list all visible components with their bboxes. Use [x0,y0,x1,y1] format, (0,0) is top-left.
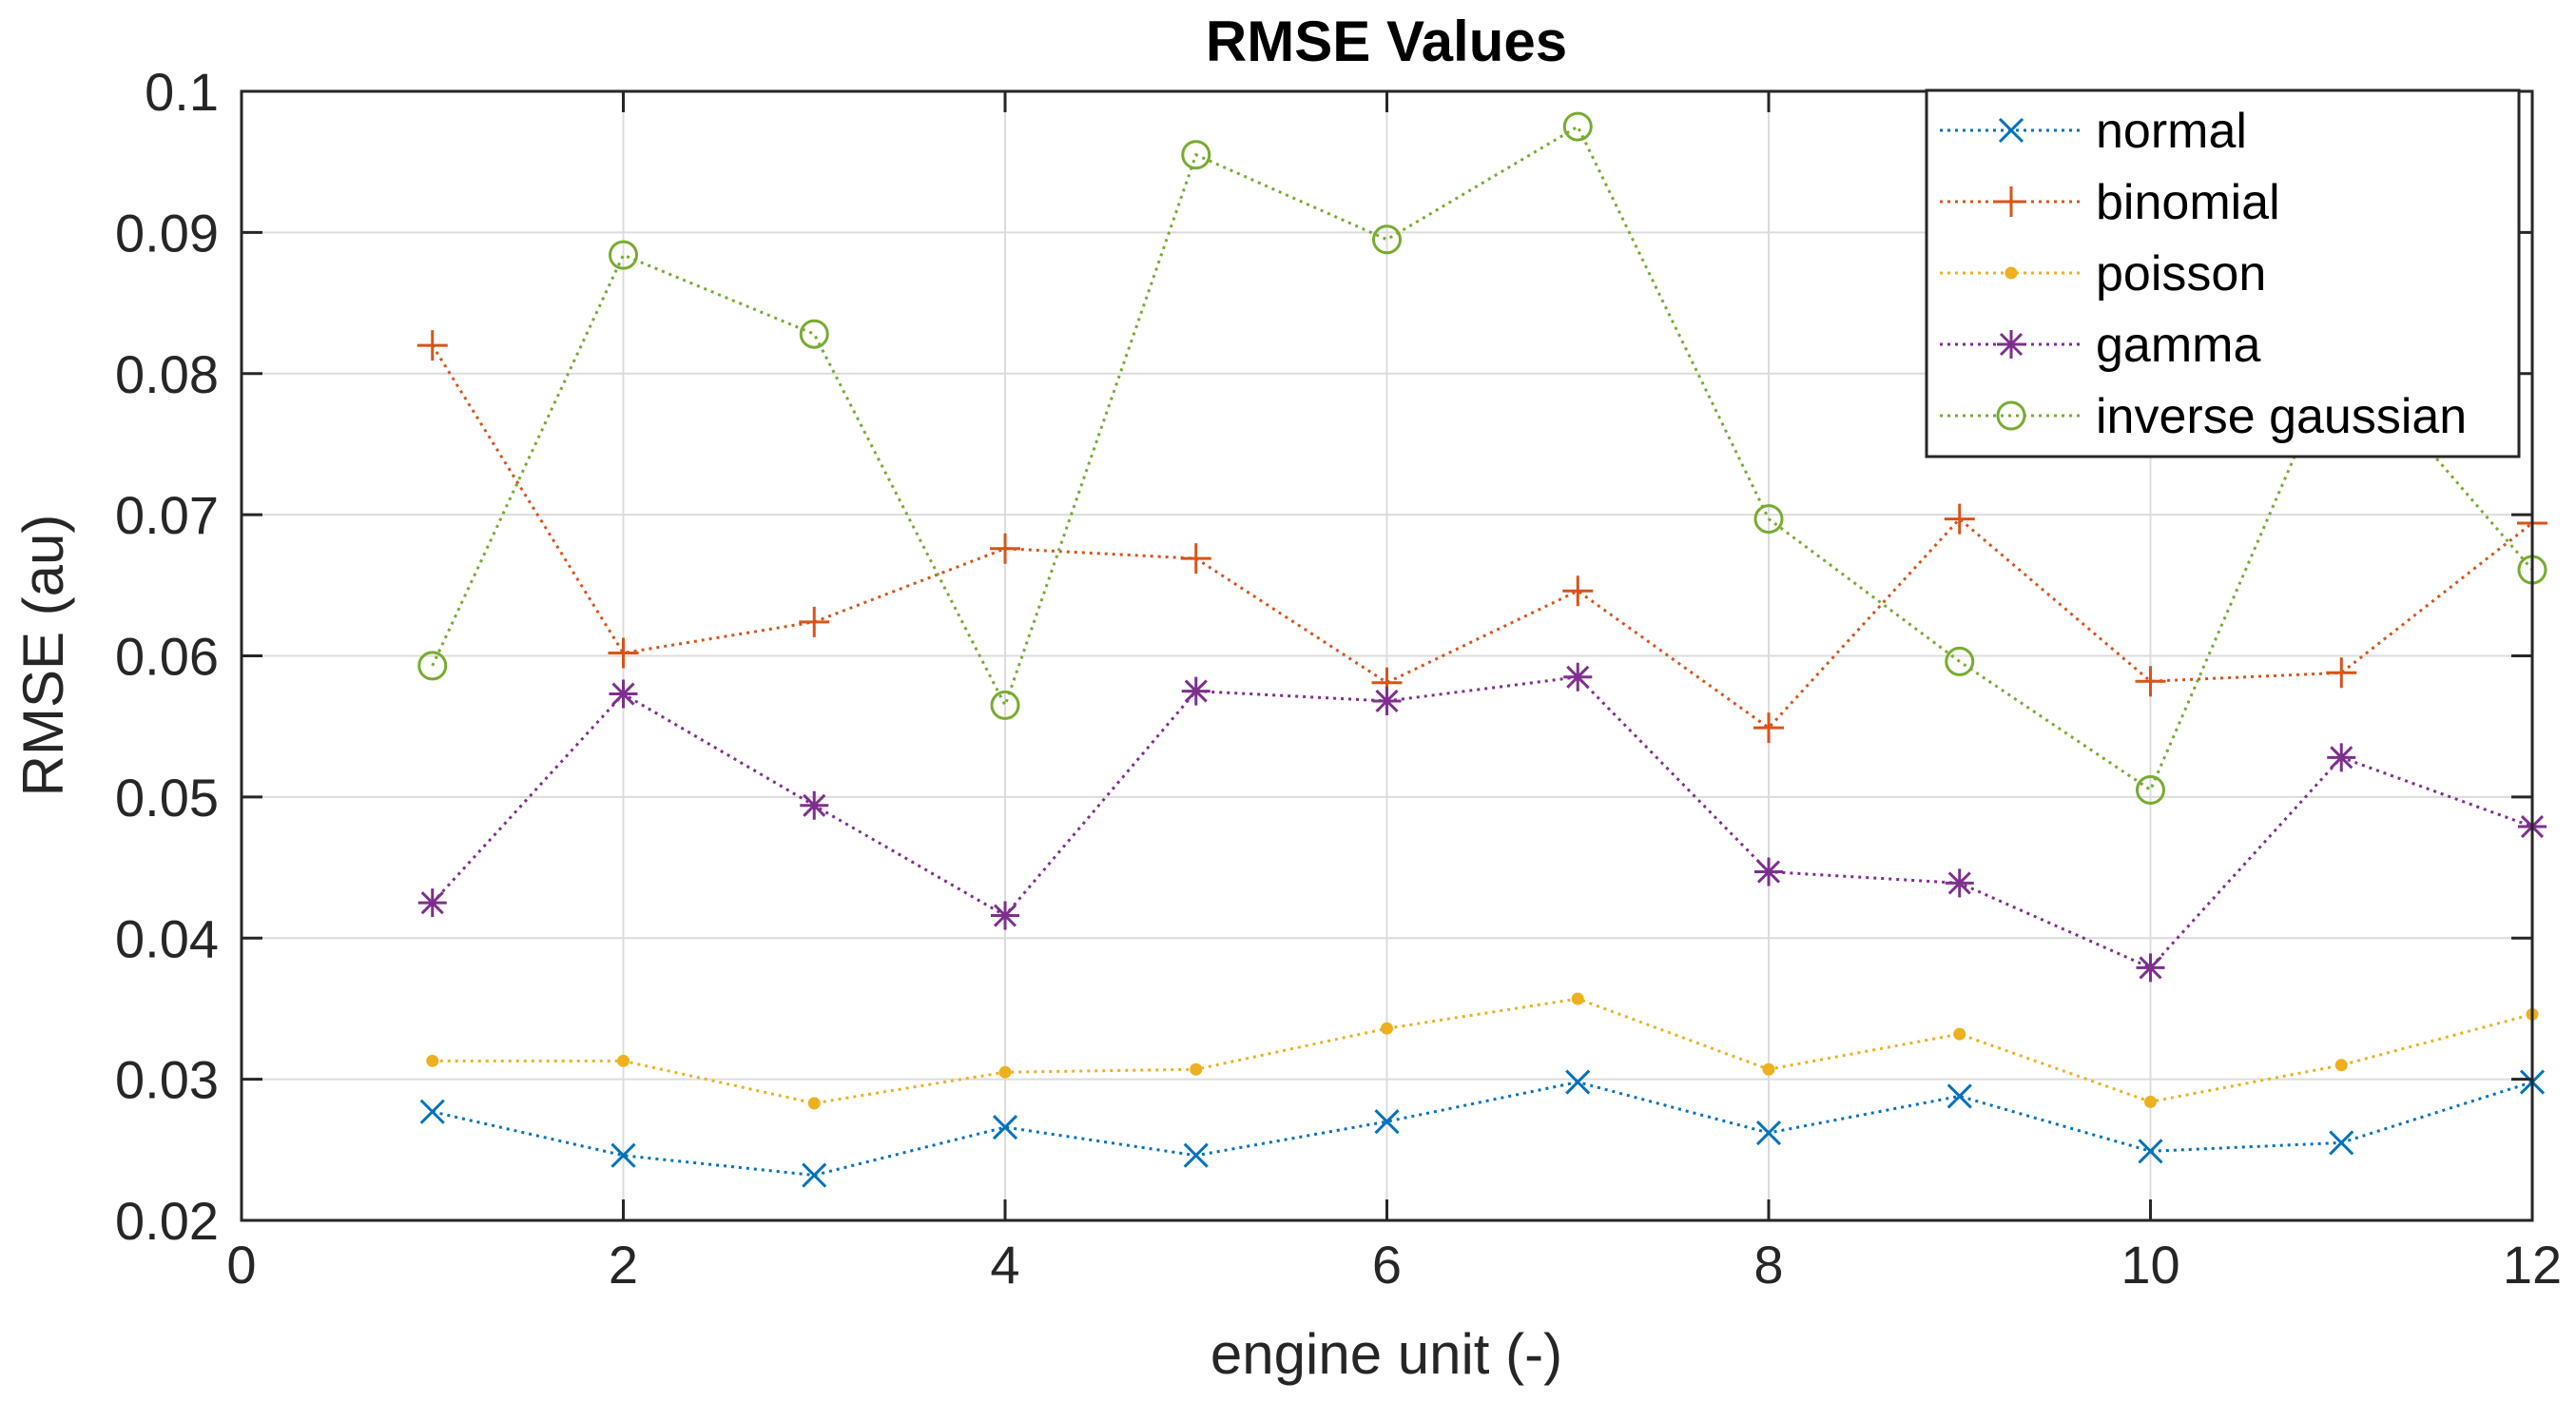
data-point-normal [419,1099,445,1124]
data-point-inverse-gaussian [2136,774,2165,805]
x-tick-label: 4 [990,1235,1019,1295]
data-point-normal [1755,1120,1782,1146]
data-point-poisson [1381,1022,1393,1035]
series-line-poisson [432,997,2533,1105]
data-point-gamma [609,679,638,709]
legend-item-poisson: poisson [1940,246,2266,302]
data-point-normal [610,1142,636,1168]
series-line-normal [432,1081,2533,1178]
data-point-poisson [617,1054,629,1067]
data-point-inverse-gaussian [609,240,638,270]
series-gamma [417,662,2547,983]
legend-label: normal [2096,104,2247,159]
x-tick-label: 10 [2121,1235,2179,1295]
legend-marker-inverse-gaussian [1996,400,2026,431]
data-point-gamma [417,888,447,918]
data-point-normal [1947,1083,1972,1109]
data-point-binomial [416,330,448,361]
chart-title: RMSE Values [1206,10,1567,73]
tick-layer: 0 2 4 6 8 10 12 0.02 0.03 0.04 0.05 0.06 0.07 0.08 0.0… [115,62,2562,1295]
legend: normal binomial poisson gamma inverse gaussi… [1925,88,2521,458]
data-point-poisson [1571,992,1584,1005]
data-point-poisson [807,1097,821,1110]
data-point-gamma [2327,743,2356,772]
x-axis-label: engine unit (-) [1211,1322,1562,1386]
y-tick-label: 0.07 [115,485,219,545]
legend-marker-binomial [1996,186,2026,217]
data-point-inverse-gaussian [1562,111,1593,142]
legend-item-gamma: gamma [1940,318,2260,373]
y-tick-label: 0.03 [115,1050,219,1110]
data-point-poisson [2334,1059,2348,1072]
legend-item-binomial: binomial [1940,175,2280,230]
legend-item-normal: normal [1940,104,2247,159]
y-tick-label: 0.05 [115,768,219,828]
y-tick-label: 0.08 [115,344,219,404]
legend-label: gamma [2096,318,2260,373]
data-point-binomial [990,533,1020,564]
data-point-binomial [2326,657,2357,689]
x-tick-label: 6 [1372,1235,1402,1295]
data-point-binomial [1753,712,1784,744]
data-point-inverse-gaussian [417,651,448,681]
y-tick-label: 0.09 [115,203,219,263]
data-point-inverse-gaussian [1181,140,1211,170]
series-line-gamma [431,675,2533,970]
data-point-normal [1374,1109,1400,1135]
data-point-normal [1183,1142,1209,1168]
data-point-gamma [1754,857,1783,887]
data-point-inverse-gaussian [1372,224,1402,255]
x-tick-label: 12 [2503,1235,2562,1295]
series-layer [416,111,2547,1188]
legend-marker-poisson [2005,266,2018,280]
data-point-inverse-gaussian [799,319,829,349]
data-point-gamma [1945,868,1974,898]
data-point-normal [2138,1139,2163,1164]
series-poisson [426,992,2539,1110]
data-point-poisson [998,1065,1012,1079]
data-point-gamma [2136,953,2165,983]
legend-marker-gamma [1997,330,2025,359]
y-tick-label: 0.04 [115,908,219,968]
x-tick-label: 0 [226,1235,256,1295]
data-point-gamma [1181,676,1211,706]
legend-item-inverse-gaussian: inverse gaussian [1940,389,2467,444]
legend-label: inverse gaussian [2096,389,2467,444]
data-point-normal [1565,1069,1591,1095]
legend-label: poisson [2096,246,2266,302]
data-point-poisson [426,1054,439,1067]
data-point-inverse-gaussian [990,690,1020,720]
series-line-inverse-gaussian [431,124,2534,792]
data-point-binomial [1944,503,1975,535]
data-point-binomial [2135,666,2166,697]
data-point-inverse-gaussian [1945,646,1975,676]
y-tick-label: 0.06 [115,627,219,687]
y-axis-label: RMSE (au) [11,515,75,797]
y-tick-label: 0.02 [115,1191,219,1251]
data-point-binomial [1562,575,1594,607]
data-point-poisson [2144,1095,2157,1108]
data-point-normal [802,1162,827,1188]
data-point-inverse-gaussian [1753,504,1784,535]
data-point-poisson [1190,1062,1203,1076]
data-point-poisson [1953,1027,1966,1041]
data-point-binomial [1180,543,1211,575]
legend-marker-normal [1998,117,2024,144]
data-point-normal [2329,1130,2354,1156]
x-tick-label: 8 [1753,1235,1783,1295]
data-point-poisson [1762,1062,1775,1076]
data-point-normal [992,1115,1018,1140]
data-point-gamma [800,790,829,820]
data-point-binomial [608,637,639,669]
data-point-gamma [1372,686,1402,715]
y-tick-label: 0.1 [145,62,219,122]
legend-label: binomial [2096,175,2280,230]
data-point-binomial [799,606,830,637]
data-point-gamma [1563,662,1593,692]
x-tick-label: 2 [609,1235,638,1295]
data-point-gamma [991,901,1019,930]
